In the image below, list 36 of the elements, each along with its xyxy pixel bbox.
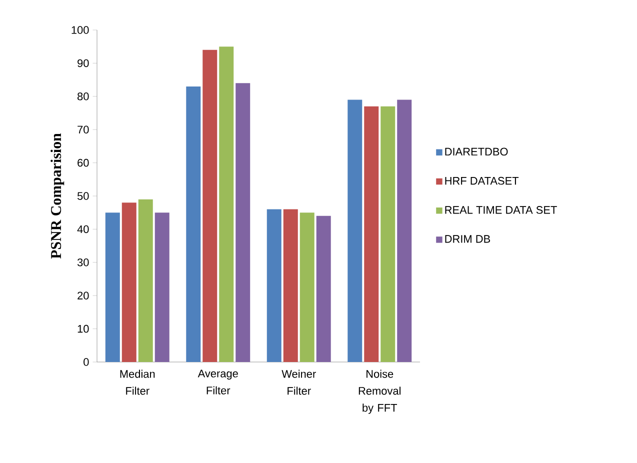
bar xyxy=(105,212,120,362)
y-tick-label: 50 xyxy=(77,192,89,200)
bar xyxy=(380,106,396,362)
y-tick-label: 10 xyxy=(78,324,89,333)
y-tick-label: 100 xyxy=(72,26,89,34)
legend-label: DRIM DB xyxy=(445,235,490,243)
y-tick-label: 60 xyxy=(78,158,89,167)
bar xyxy=(154,212,170,362)
y-tick-label: 90 xyxy=(78,59,89,68)
bar xyxy=(348,100,362,362)
x-tick-label: Noise Removal by FFT xyxy=(358,370,401,414)
y-tick-label: 30 xyxy=(77,258,89,266)
bar xyxy=(236,83,250,362)
bar xyxy=(283,209,298,362)
x-tick-label: Average Filter xyxy=(198,370,238,394)
bar xyxy=(397,100,412,362)
bar xyxy=(202,50,218,362)
bar xyxy=(186,86,201,362)
x-tick-label: Weiner Filter xyxy=(282,370,316,395)
bar xyxy=(266,209,282,362)
legend-label: REAL TIME DATA SET xyxy=(445,206,557,214)
legend-label: HRF DATASET xyxy=(445,176,519,185)
bar xyxy=(138,199,153,362)
legend-label: DIARETDBO xyxy=(445,148,508,156)
bar xyxy=(364,106,379,362)
y-tick-label: 40 xyxy=(77,225,89,234)
y-tick-label: 20 xyxy=(78,292,89,300)
y-tick-label: 0 xyxy=(84,358,89,366)
y-tick-label: 80 xyxy=(78,92,89,100)
bar xyxy=(219,46,234,362)
bar xyxy=(300,212,314,362)
bar xyxy=(316,216,331,362)
y-axis-title: PSNR Comparision xyxy=(50,133,64,259)
x-tick-label: Median Filter xyxy=(120,370,155,395)
y-tick-label: 70 xyxy=(78,126,89,134)
bar xyxy=(122,202,136,362)
